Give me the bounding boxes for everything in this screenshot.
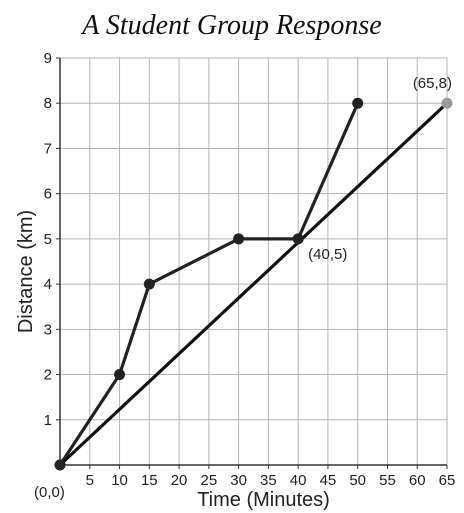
x-tick-label: 5 [86,472,94,489]
x-tick-label: 50 [349,472,366,489]
series-line-1 [58,101,360,467]
x-tick-label: 40 [290,472,307,489]
data-point [292,233,304,245]
y-tick-label: 5 [44,231,52,248]
y-tick-label: 3 [44,321,52,338]
y-tick-label: 4 [44,276,52,293]
x-tick-label: 15 [141,472,158,489]
point-annotation: (40,5) [308,246,347,263]
data-point [352,97,364,109]
series-lines [58,101,449,467]
y-tick-label: 7 [44,140,52,157]
annotations: (0,0) (40,5) (65,8) [34,75,452,501]
data-point [233,233,245,245]
y-tick-label: 1 [44,412,52,429]
point-annotation: (0,0) [34,484,65,501]
data-point [54,459,66,471]
grid-lines [60,57,448,465]
data-points [54,97,453,471]
x-axis-label: Time (Minutes) [197,489,330,511]
x-tick-label: 20 [171,472,188,489]
y-tick-label: 6 [44,186,52,203]
chart-title: A Student Group Response [82,10,382,41]
y-tick-label: 9 [44,50,52,67]
x-tick-label: 30 [230,472,247,489]
data-point [114,369,126,381]
series-line-2 [58,101,449,467]
point-annotation: (65,8) [413,75,452,92]
axes [56,57,448,469]
x-tick-label: 25 [201,472,218,489]
x-tick-label: 35 [260,472,277,489]
x-tick-labels: 5 10 15 20 25 30 35 40 45 50 55 60 65 [86,472,456,489]
x-tick-label: 10 [111,472,128,489]
data-point [143,278,155,290]
y-tick-label: 8 [44,95,52,112]
y-axis-label: Distance (km) [15,210,37,333]
x-tick-label: 45 [320,472,337,489]
x-tick-label: 55 [379,472,396,489]
y-tick-labels: 1 2 3 4 5 6 7 8 9 [44,50,52,429]
x-tick-label: 65 [439,472,456,489]
x-tick-label: 60 [409,472,426,489]
endpoint-point [441,97,453,109]
y-tick-label: 2 [44,367,52,384]
